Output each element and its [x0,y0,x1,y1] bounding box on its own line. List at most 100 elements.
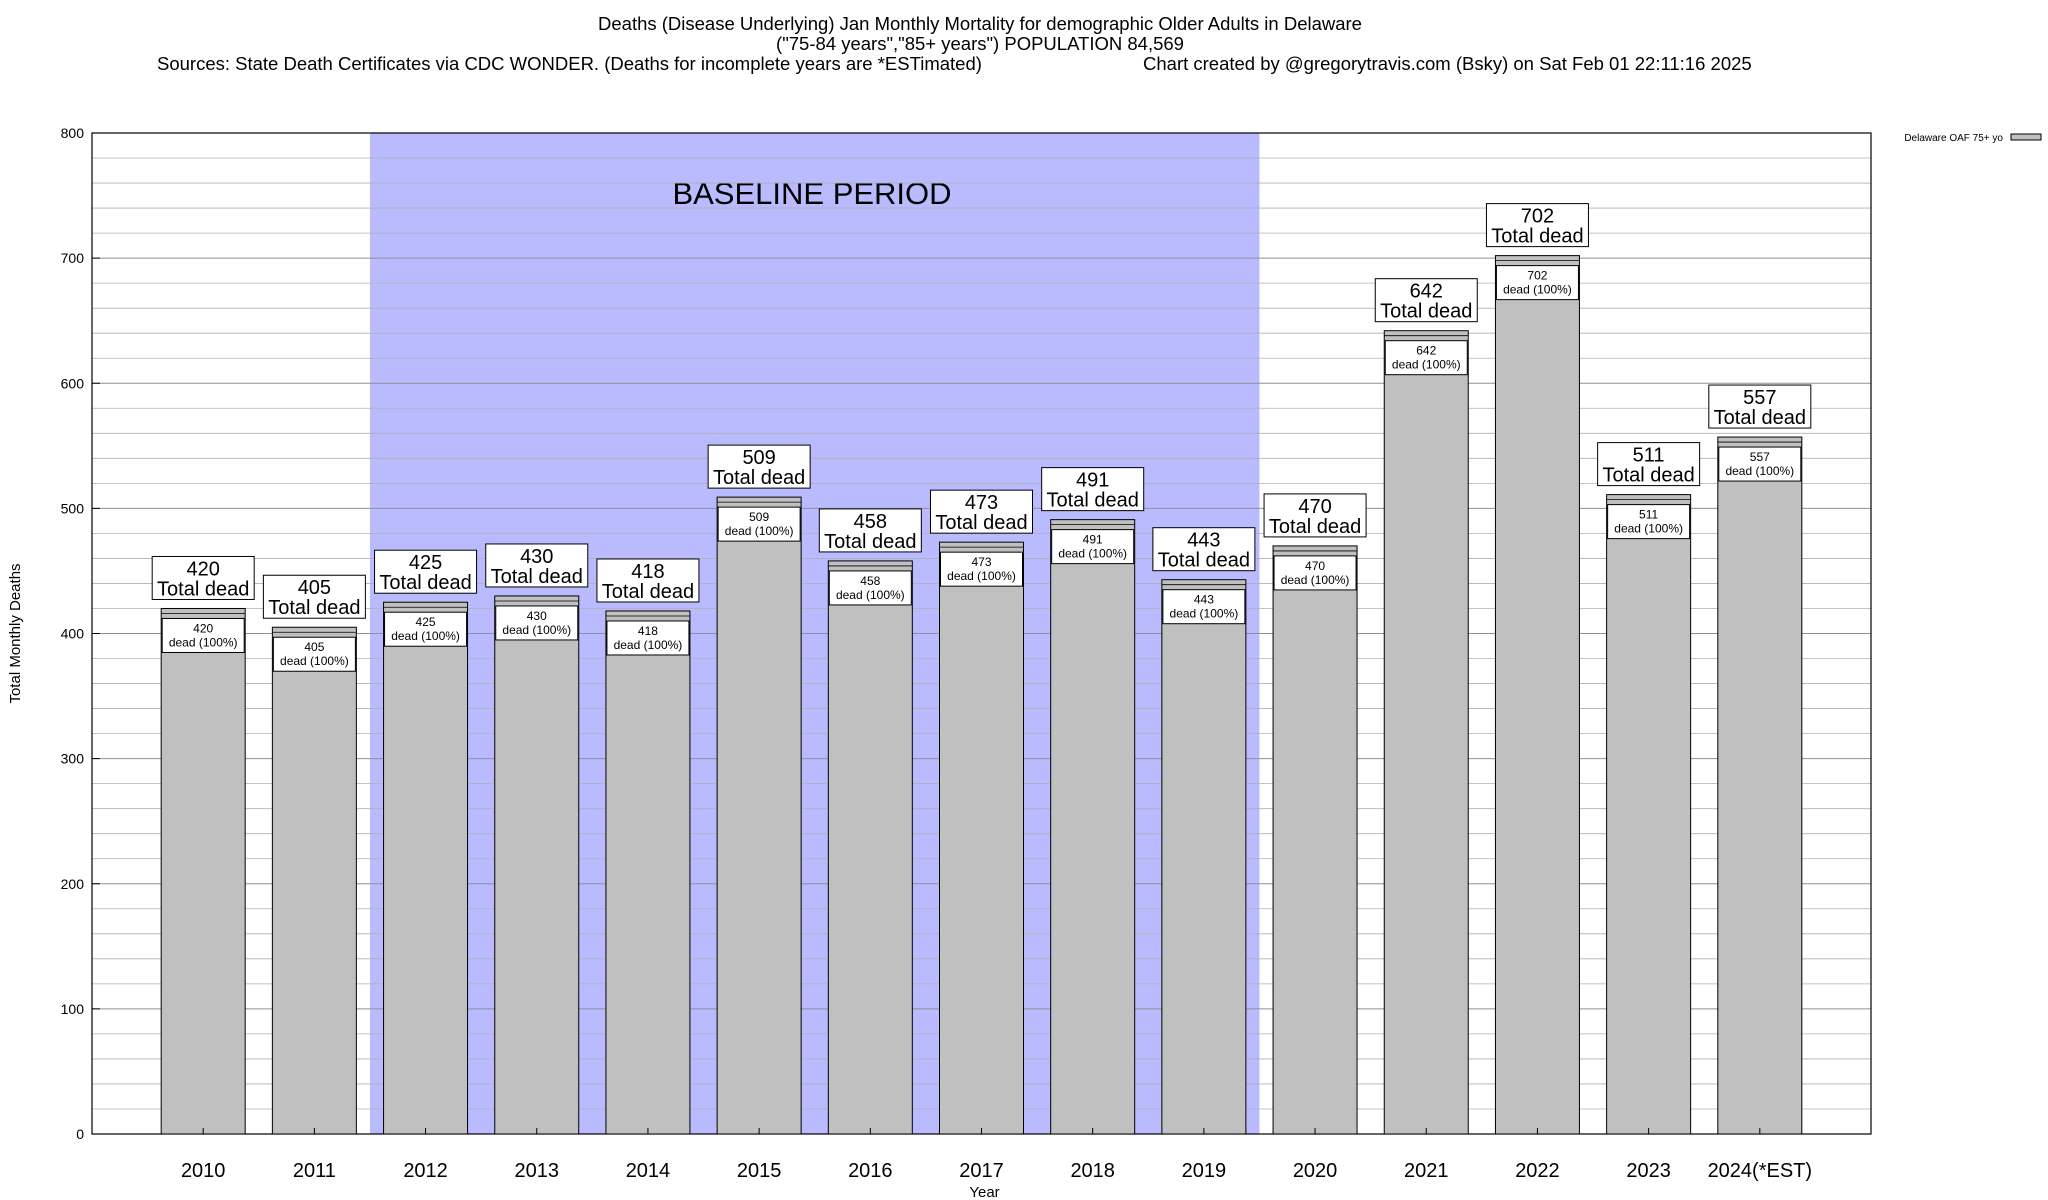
legend-swatch [2010,133,2042,141]
x-tick-label: 2019 [1182,1160,1227,1182]
total-label-box [1485,203,1589,248]
chart-title-block: Deaths (Disease Underlying) Jan Monthly … [0,14,1960,74]
legend-label: Delaware OAF 75+ yo [1904,133,2003,144]
total-label-box [1708,384,1812,429]
total-dead-label: Total dead [1602,465,1694,487]
inner-percent-label: dead (100%) [502,623,571,637]
total-label-box [818,508,922,553]
x-tick-label: 2013 [515,1160,560,1182]
inner-percent-label: dead (100%) [1503,283,1572,297]
bar [1161,579,1247,1135]
total-value-label: 511 [1633,445,1665,467]
total-dead-label: Total dead [1491,226,1583,248]
total-label-box [151,555,255,600]
total-value-label: 458 [854,511,887,533]
inner-percent-label: dead (100%) [1281,573,1350,587]
inner-value-label: 425 [416,615,436,629]
bar [494,595,580,1135]
inner-label-box [940,551,1023,587]
total-label-box [596,558,700,603]
inner-percent-label: dead (100%) [169,635,238,649]
total-label-box [1597,442,1701,487]
inner-percent-label: dead (100%) [280,654,349,668]
total-label-box [930,489,1033,534]
inner-value-label: 473 [971,555,991,569]
inner-value-label: 443 [1194,593,1214,607]
inner-value-label: 491 [1083,533,1103,547]
inner-percent-label: dead (100%) [725,524,794,538]
x-tick-label: 2023 [1626,1160,1671,1182]
x-tick-label: 2022 [1515,1160,1560,1182]
bar [1272,545,1358,1135]
inner-percent-label: dead (100%) [1392,358,1461,372]
bar [716,496,802,1135]
total-dead-label: Total dead [1158,550,1250,572]
total-label-box [374,549,478,594]
bar [1494,255,1580,1135]
inner-label-box [1273,555,1357,591]
total-dead-label: Total dead [935,512,1027,534]
bar [1383,330,1469,1135]
y-tick-label: 600 [61,375,85,391]
x-tick-label: 2014 [626,1160,671,1182]
baseline-label: BASELINE PERIOD [672,176,951,211]
total-label-box [485,543,589,588]
total-value-label: 425 [409,552,442,574]
total-label-box [1374,278,1478,323]
total-dead-label: Total dead [379,572,471,594]
inner-label-box [1051,529,1135,565]
y-tick-label: 500 [61,500,85,516]
inner-percent-label: dead (100%) [1170,607,1239,621]
total-value-label: 405 [298,577,331,599]
inner-percent-label: dead (100%) [391,629,460,643]
x-tick-label: 2020 [1293,1160,1338,1182]
chart-sources: Sources: State Death Certificates via CD… [157,53,982,74]
bar [1050,519,1136,1135]
inner-label-box [1607,504,1691,540]
inner-label-box [1718,446,1802,482]
total-value-label: 430 [520,546,553,568]
inner-value-label: 511 [1639,508,1658,522]
x-tick-label: 2017 [959,1160,1004,1182]
total-value-label: 418 [631,561,664,583]
total-value-label: 557 [1743,387,1776,409]
inner-label-box [717,506,801,542]
x-tick-label: 2012 [403,1160,448,1182]
inner-percent-label: dead (100%) [1058,547,1127,561]
total-label-box [1041,467,1145,512]
chart-subtitle: ("75-84 years","85+ years") POPULATION 8… [776,33,1184,54]
chart-title: Deaths (Disease Underlying) Jan Monthly … [598,13,1362,34]
total-label-box [262,574,366,619]
inner-value-label: 509 [749,510,769,524]
total-dead-label: Total dead [824,531,916,553]
total-value-label: 443 [1187,530,1220,552]
inner-percent-label: dead (100%) [836,588,905,602]
y-tick-label: 200 [61,876,85,892]
total-label-box [1152,527,1256,572]
inner-label-box [1384,340,1468,376]
y-tick-label: 800 [61,125,85,141]
x-tick-label: 2010 [181,1160,226,1182]
bar [383,601,469,1135]
bar [605,610,691,1135]
chart-credit: Chart created by @gregorytravis.com (Bsk… [1143,53,1752,74]
x-tick-label: 2024(*EST) [1708,1160,1813,1182]
inner-value-label: 458 [860,574,880,588]
inner-label-box [495,605,579,641]
x-tick-label: 2018 [1070,1160,1115,1182]
total-dead-label: Total dead [602,581,694,603]
total-value-label: 470 [1298,496,1331,518]
inner-label-box [1162,589,1246,625]
bar [1606,494,1692,1135]
inner-value-label: 642 [1416,344,1436,358]
x-tick-label: 2016 [848,1160,893,1182]
y-axis-label: Total Monthly Deaths [7,563,24,703]
bar [939,541,1024,1135]
inner-percent-label: dead (100%) [1614,522,1683,536]
inner-percent-label: dead (100%) [614,638,683,652]
total-value-label: 642 [1410,281,1443,303]
total-dead-label: Total dead [1047,490,1139,512]
bar [271,626,357,1135]
total-value-label: 473 [965,492,998,514]
total-dead-label: Total dead [1714,407,1806,429]
